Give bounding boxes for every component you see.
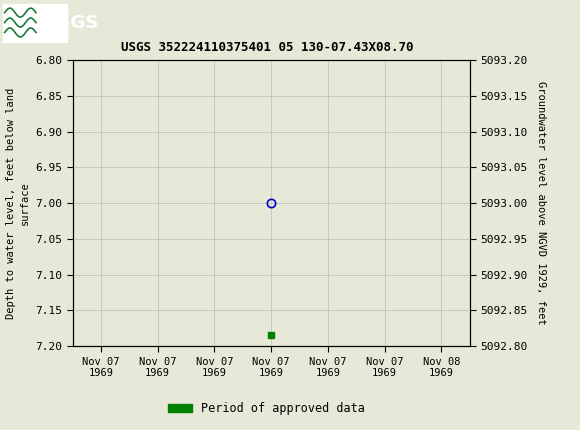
Text: USGS: USGS [44,14,99,31]
Legend: Period of approved data: Period of approved data [164,397,370,420]
Y-axis label: Groundwater level above NGVD 1929, feet: Groundwater level above NGVD 1929, feet [536,81,546,325]
FancyBboxPatch shape [3,3,67,42]
Y-axis label: Depth to water level, feet below land
surface: Depth to water level, feet below land su… [6,88,30,319]
Text: USGS 352224110375401 05 130-07.43X08.70: USGS 352224110375401 05 130-07.43X08.70 [121,41,413,54]
